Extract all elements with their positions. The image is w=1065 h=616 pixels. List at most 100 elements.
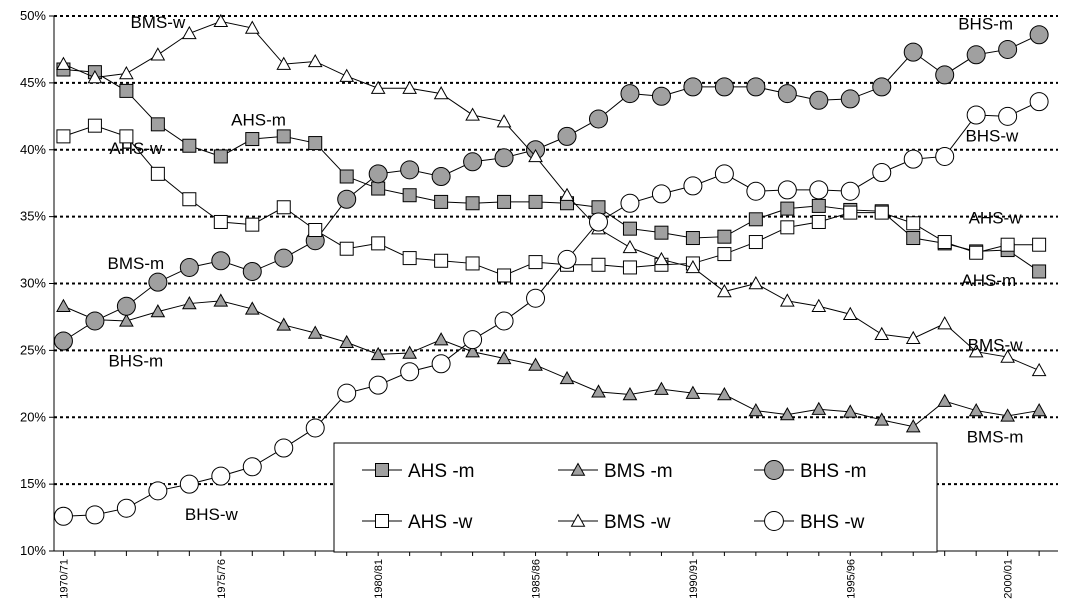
x-tick-label: 1975/76 (216, 559, 228, 599)
square-marker (276, 200, 291, 215)
y-tick-label: 30% (20, 276, 46, 291)
triangle-marker (968, 403, 984, 417)
series-line (63, 69, 1040, 272)
triangle-marker (119, 313, 134, 327)
triangle-marker (433, 332, 449, 346)
square-marker (402, 188, 417, 203)
annotation-label: BMS-m (967, 428, 1024, 447)
square-marker (717, 247, 732, 262)
legend-label: AHS -m (408, 461, 475, 482)
triangle-marker (779, 407, 795, 421)
square-marker (213, 214, 228, 229)
square-marker (937, 235, 952, 250)
triangle-marker (622, 386, 638, 401)
circle-marker (337, 383, 357, 403)
circle-marker (935, 65, 955, 85)
square-marker (811, 198, 826, 213)
circle-marker (588, 109, 608, 129)
circle-marker (179, 474, 199, 494)
triangle-marker (937, 393, 953, 407)
square-marker (1032, 264, 1047, 279)
x-tick-label: 1985/86 (531, 559, 543, 599)
legend-item: BHS -m (754, 460, 867, 482)
square-marker (465, 256, 480, 271)
circle-marker (746, 77, 766, 97)
square-marker (434, 194, 449, 209)
annotation-label: BHS-m (958, 14, 1013, 33)
triangle-marker (874, 412, 890, 426)
circle-marker (714, 164, 734, 184)
circle-marker (903, 149, 923, 169)
circle-marker (872, 77, 892, 97)
legend-label: BHS -m (800, 461, 867, 482)
square-marker (375, 463, 389, 477)
square-marker (308, 136, 323, 151)
triangle-marker (811, 401, 827, 415)
circle-marker (998, 106, 1018, 126)
x-tick-label: 1990/91 (688, 559, 700, 599)
x-tick-label: 1995/96 (845, 559, 857, 599)
legend-box (333, 442, 938, 553)
y-tick-label: 25% (20, 342, 46, 357)
triangle-marker (905, 330, 921, 345)
square-marker (182, 192, 197, 207)
triangle-marker (213, 13, 229, 28)
circle-marker (53, 331, 73, 351)
y-axis-ticks: 10% 15% 20% 25% 30% 35% 40% 45% 50% (20, 8, 54, 558)
y-tick-label: 35% (20, 209, 46, 224)
square-marker (622, 260, 637, 275)
triangle-marker (370, 346, 386, 361)
triangle-marker (685, 259, 701, 274)
triangle-marker (433, 86, 449, 100)
series-ahs-w (56, 118, 1047, 283)
circle-marker (620, 84, 640, 104)
circle-marker (777, 84, 797, 104)
circle-marker (557, 126, 577, 146)
circle-marker (809, 90, 829, 110)
square-marker (497, 268, 512, 283)
series-line (63, 34, 1040, 342)
series-line (63, 125, 1040, 277)
square-marker (56, 129, 71, 144)
circle-marker (463, 330, 483, 350)
legend-label: BHS -w (800, 512, 865, 533)
legend-label: BMS -m (604, 461, 673, 482)
square-marker (339, 169, 354, 184)
square-marker (276, 129, 291, 144)
square-marker (748, 235, 763, 250)
circle-marker (872, 162, 892, 182)
square-marker (465, 196, 480, 211)
triangle-marker (654, 251, 669, 266)
y-tick-label: 15% (20, 476, 46, 491)
legend: AHS -m BMS -m BHS -m AHS -w BMS -w BHS -w (333, 442, 938, 553)
triangle-marker (570, 513, 586, 527)
square-marker (339, 241, 354, 256)
square-marker (245, 217, 260, 232)
triangle-marker (213, 293, 229, 307)
square-marker (906, 231, 921, 246)
square-marker (402, 251, 417, 266)
series-bhs-m (53, 25, 1049, 351)
circle-marker (211, 466, 231, 486)
square-marker (748, 212, 763, 227)
annotation-label: AHS-m (231, 111, 286, 130)
square-marker (87, 118, 102, 133)
circle-marker (305, 418, 325, 438)
triangle-marker (528, 148, 543, 163)
triangle-marker (811, 298, 827, 312)
legend-item: BMS -w (558, 512, 671, 533)
square-marker (434, 253, 449, 268)
circle-marker (683, 77, 703, 97)
circle-marker (620, 193, 640, 213)
circle-marker (557, 249, 577, 269)
circle-marker (809, 180, 829, 200)
triangle-marker (339, 68, 355, 82)
triangle-marker (1031, 403, 1047, 417)
triangle-marker (307, 53, 323, 68)
triangle-marker (244, 301, 260, 315)
x-axis-ticks: 1970/71 1975/76 1980/81 1985/86 1990/91 1995/… (58, 551, 1040, 599)
triangle-marker (559, 370, 575, 385)
annotation-label: BHS-w (185, 505, 239, 524)
triangle-marker (339, 334, 355, 349)
